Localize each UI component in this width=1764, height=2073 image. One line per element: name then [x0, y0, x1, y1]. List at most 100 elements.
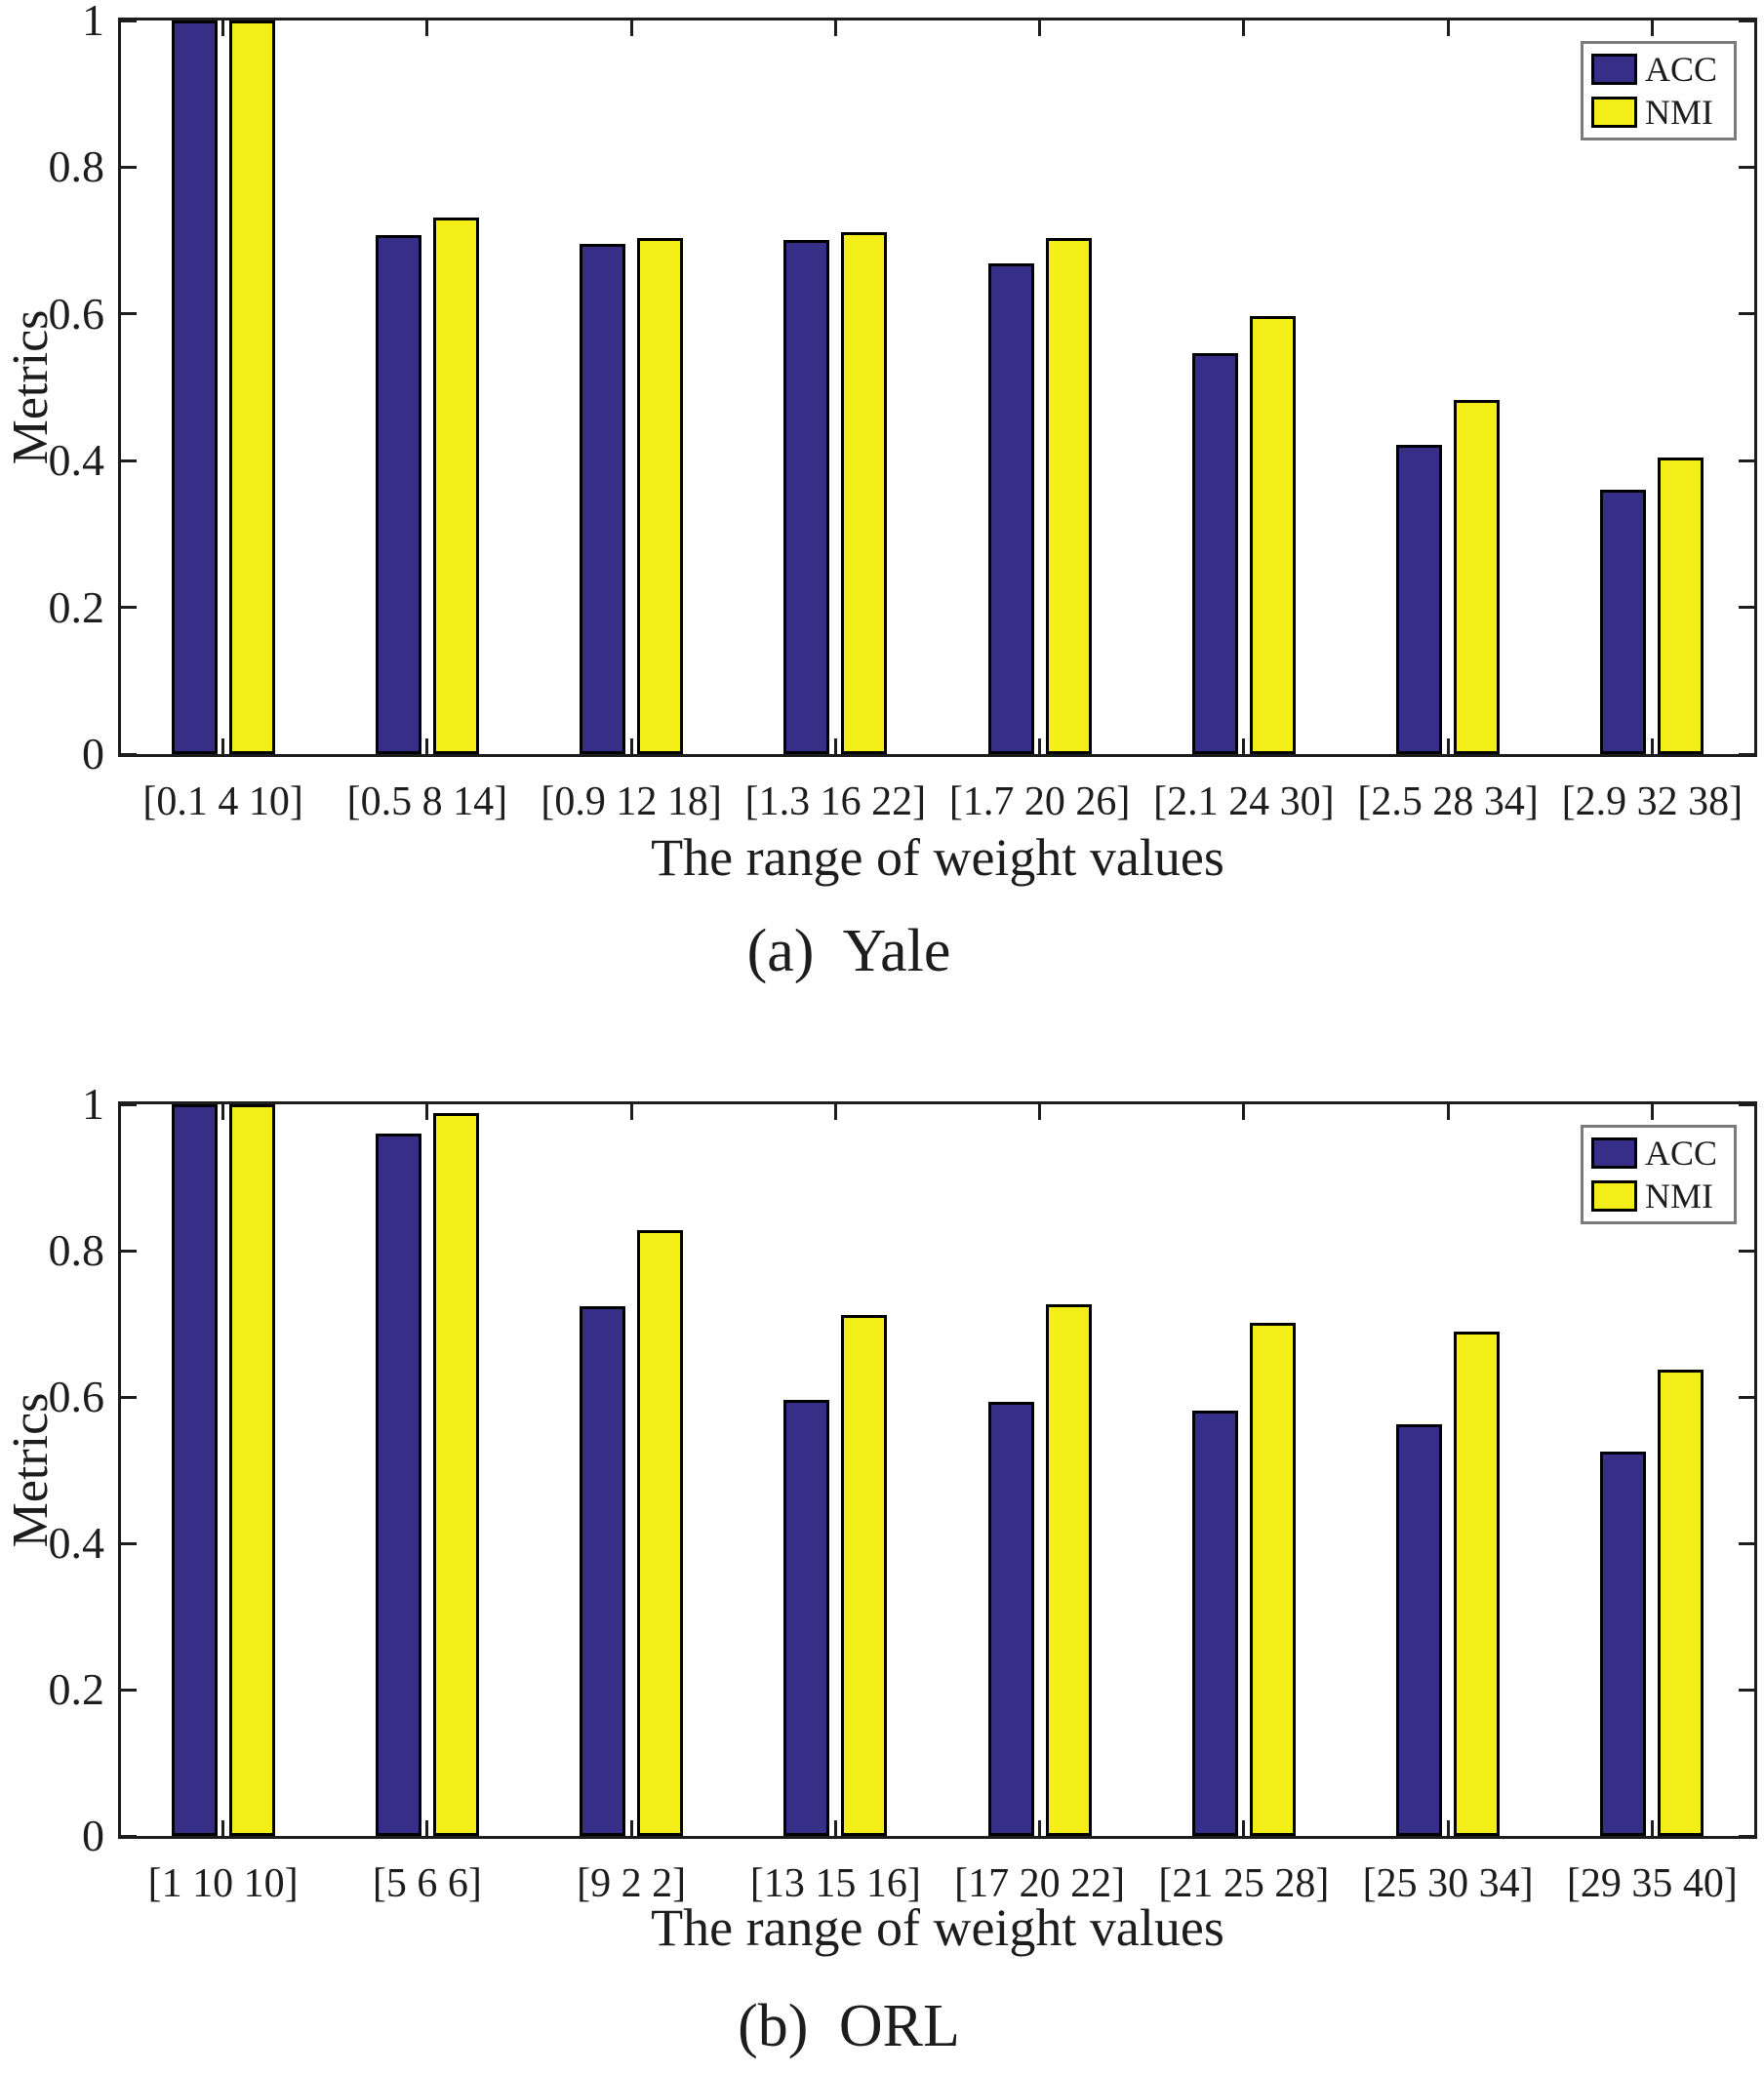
x-tick-label: [1.3 16 22] [744, 779, 927, 824]
x-tick-label: [0.1 4 10] [142, 779, 303, 824]
x-tick-bottom [221, 738, 225, 754]
x-tick-bottom [629, 1820, 633, 1836]
y-tick-right [1739, 165, 1754, 169]
bar-acc-4 [987, 1401, 1034, 1836]
bar-nmi-1 [432, 217, 479, 754]
subplot-caption: (b) ORL [738, 1993, 960, 2059]
bar-acc-4 [987, 262, 1034, 754]
y-tick-left [121, 1834, 137, 1838]
y-tick-right [1739, 606, 1754, 610]
bar-acc-5 [1191, 352, 1238, 754]
x-tick-label: [2.9 32 38] [1561, 779, 1744, 824]
x-tick-top [425, 20, 429, 36]
y-tick-label: 0.4 [48, 1518, 105, 1568]
legend-entry-acc: ACC [1591, 1136, 1734, 1171]
legend-swatch-nmi [1591, 97, 1637, 128]
x-tick-label: [2.1 24 30] [1153, 779, 1335, 824]
y-tick-right [1739, 1249, 1754, 1253]
y-tick-left [121, 165, 137, 169]
y-tick-left [121, 1541, 137, 1545]
x-axis-label: The range of weight values [651, 828, 1224, 887]
legend-entry-nmi: NMI [1591, 1178, 1734, 1214]
x-tick-bottom [1446, 1820, 1450, 1836]
y-tick-label: 0.2 [48, 581, 105, 632]
x-tick-label: [5 6 6] [372, 1861, 482, 1906]
y-tick-left [121, 1395, 137, 1399]
bar-nmi-3 [841, 232, 888, 754]
y-tick-label: 0.6 [48, 1372, 105, 1421]
legend-swatch-acc [1591, 1137, 1637, 1169]
x-tick-bottom [1038, 738, 1042, 754]
y-tick-right [1739, 1834, 1754, 1838]
legend-swatch-nmi [1591, 1180, 1637, 1212]
bar-acc-6 [1396, 445, 1443, 754]
legend-label-acc: ACC [1645, 50, 1718, 89]
bar-nmi-6 [1454, 399, 1501, 754]
x-tick-label: [1.7 20 26] [948, 779, 1131, 824]
bar-acc-3 [783, 239, 830, 754]
x-tick-bottom [1242, 1820, 1246, 1836]
x-tick-bottom [425, 1820, 429, 1836]
y-tick-left [121, 606, 137, 610]
x-tick-top [1038, 1104, 1042, 1120]
x-tick-bottom [1446, 738, 1450, 754]
y-tick-label: 0.2 [48, 1664, 105, 1714]
bar-nmi-3 [841, 1315, 888, 1836]
x-tick-top [1650, 1104, 1654, 1120]
bar-nmi-6 [1454, 1332, 1501, 1837]
y-tick-left [121, 752, 137, 756]
bar-nmi-7 [1658, 458, 1704, 754]
y-tick-right [1739, 458, 1754, 462]
x-tick-top [221, 1104, 225, 1120]
x-tick-bottom [629, 738, 633, 754]
y-tick-left [121, 1688, 137, 1692]
x-tick-label: [13 15 16] [749, 1861, 921, 1906]
y-tick-left [121, 19, 137, 22]
x-tick-bottom [833, 1820, 837, 1836]
y-tick-label: 0.4 [48, 435, 105, 486]
x-tick-bottom [425, 738, 429, 754]
y-tick-label: 0 [82, 729, 104, 778]
plot-area: ACC NMI [118, 1101, 1757, 1839]
x-tick-top [221, 20, 225, 36]
bar-nmi-0 [228, 20, 275, 754]
x-tick-top [425, 1104, 429, 1120]
y-tick-label: 0 [82, 1811, 104, 1860]
y-tick-right [1739, 1395, 1754, 1399]
bar-nmi-0 [228, 1104, 275, 1836]
legend-entry-acc: ACC [1591, 52, 1734, 87]
x-tick-top [1242, 20, 1246, 36]
x-tick-bottom [1650, 738, 1654, 754]
x-tick-top [1446, 20, 1450, 36]
x-tick-top [1038, 20, 1042, 36]
x-tick-label: [21 25 28] [1158, 1861, 1330, 1906]
legend: ACC NMI [1581, 41, 1737, 140]
bar-acc-6 [1396, 1423, 1443, 1836]
bar-acc-7 [1600, 489, 1647, 754]
bar-acc-0 [171, 1104, 218, 1836]
y-tick-right [1739, 19, 1754, 22]
y-tick-label: 0.6 [48, 288, 105, 339]
y-tick-right [1739, 1541, 1754, 1545]
y-tick-left [121, 1102, 137, 1106]
bar-acc-5 [1191, 1410, 1238, 1836]
x-tick-bottom [221, 1820, 225, 1836]
y-tick-left [121, 312, 137, 316]
y-tick-label: 0.8 [48, 1225, 105, 1275]
legend: ACC NMI [1581, 1125, 1737, 1224]
plot-area: ACC NMI [118, 18, 1757, 757]
bar-nmi-4 [1045, 1303, 1092, 1837]
x-tick-label: [1 10 10] [147, 1861, 299, 1906]
y-tick-label: 0.8 [48, 141, 105, 192]
x-tick-label: [0.5 8 14] [346, 779, 508, 824]
x-tick-label: [0.9 12 18] [541, 779, 722, 824]
legend-label-nmi: NMI [1645, 93, 1713, 132]
x-tick-top [1242, 1104, 1246, 1120]
bar-nmi-5 [1249, 1322, 1296, 1836]
bar-nmi-5 [1249, 316, 1296, 754]
x-tick-label: [25 30 34] [1362, 1861, 1534, 1906]
x-tick-top [833, 20, 837, 36]
x-tick-top [629, 20, 633, 36]
legend-label-acc: ACC [1645, 1134, 1718, 1173]
